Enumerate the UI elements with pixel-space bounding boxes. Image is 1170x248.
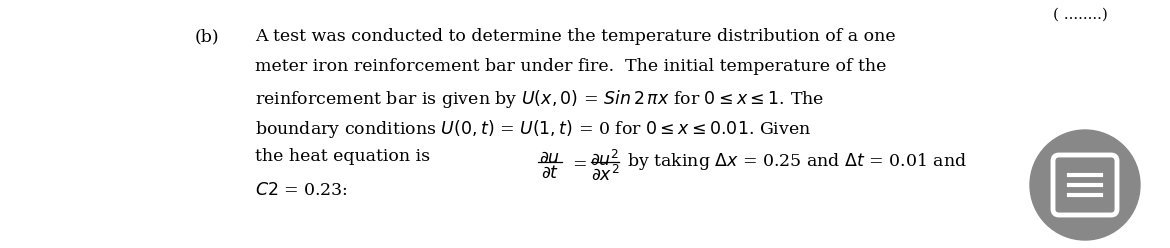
Text: =: = — [572, 156, 586, 173]
Text: A test was conducted to determine the temperature distribution of a one: A test was conducted to determine the te… — [255, 28, 895, 45]
Text: $\partial u^2$: $\partial u^2$ — [591, 150, 620, 169]
Text: $\partial t$: $\partial t$ — [541, 165, 559, 182]
Text: boundary conditions $U(0,t)$ = $U(1,t)$ = 0 for $0 \leq x \leq 0.01$. Given: boundary conditions $U(0,t)$ = $U(1,t)$ … — [255, 118, 812, 140]
Text: $\partial x^2$: $\partial x^2$ — [591, 165, 619, 184]
Text: ( ........): ( ........) — [1053, 8, 1108, 22]
Text: meter iron reinforcement bar under fire.  The initial temperature of the: meter iron reinforcement bar under fire.… — [255, 58, 887, 75]
Text: the heat equation is: the heat equation is — [255, 148, 435, 165]
Circle shape — [1030, 130, 1140, 240]
Text: $C2$ = 0.23:: $C2$ = 0.23: — [255, 182, 347, 199]
Text: $\partial u$: $\partial u$ — [539, 150, 560, 167]
Text: by taking $\Delta x$ = 0.25 and $\Delta t$ = 0.01 and: by taking $\Delta x$ = 0.25 and $\Delta … — [627, 151, 968, 172]
Text: (b): (b) — [195, 28, 220, 45]
Text: reinforcement bar is given by $U(x,0)$ = $Sin\,2\,\pi x$ for $0 \leq x \leq 1$. : reinforcement bar is given by $U(x,0)$ =… — [255, 88, 824, 110]
